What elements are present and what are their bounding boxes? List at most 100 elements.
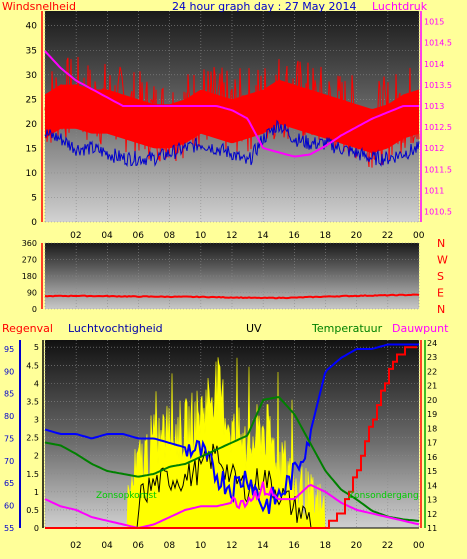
temp-y-tick: 17 (427, 439, 437, 448)
pressure-label: Luchtdruk (372, 0, 428, 13)
x-tick-label: 06 (133, 231, 145, 241)
uv-label: UV (246, 322, 262, 335)
x-tick-label: 12 (226, 231, 237, 241)
humidity-y-tick: 80 (4, 412, 14, 421)
x-tick-label: 20 (351, 231, 363, 241)
uv-y-tick: 1 (34, 488, 39, 497)
uv-y-tick: 0 (34, 524, 39, 533)
wind-y-tick: 0 (31, 218, 37, 228)
compass-label: W (437, 254, 448, 267)
wind-y-tick: 20 (26, 120, 38, 130)
dewpoint-series (44, 481, 420, 529)
uv-y-tick: 1.5 (26, 470, 39, 479)
uv-y-tick: 3 (34, 416, 39, 425)
x-tick-label: 04 (101, 231, 113, 241)
wind-speed-band (45, 79, 419, 154)
temp-y-tick: 23 (427, 353, 437, 362)
x-tick-label: 22 (382, 231, 393, 241)
chart-title: 24 hour graph day : 27 May 2014 (172, 0, 357, 13)
x-tick-label: 14 (257, 541, 269, 551)
uv-y-tick: 0.5 (26, 506, 39, 515)
pressure-y-tick: 1011.5 (424, 165, 452, 174)
pressure-series (44, 50, 419, 158)
x-tick-label: 06 (133, 541, 145, 551)
temp-y-tick: 14 (427, 481, 437, 490)
sunset-annotation: Zonsondergang (348, 491, 419, 501)
x-tick-label: 10 (195, 231, 207, 241)
wind-y-tick: 5 (31, 193, 37, 203)
compass-label: N (437, 237, 445, 250)
direction-y-tick: 360 (22, 239, 37, 248)
x-tick-label: 14 (257, 231, 269, 241)
wind-direction-series (44, 293, 420, 300)
x-tick-label: 18 (320, 231, 332, 241)
pressure-y-tick: 1014 (424, 60, 444, 69)
bottom-series-layer (44, 343, 420, 529)
direction-y-tick: 0 (32, 305, 37, 314)
uv-y-tick: 5 (34, 343, 39, 352)
temp-y-tick: 20 (427, 396, 437, 405)
temp-y-tick: 15 (427, 467, 437, 476)
x-tick-label: 16 (288, 231, 300, 241)
x-tick-label: 00 (413, 231, 425, 241)
x-tick-label: 12 (226, 541, 237, 551)
direction-y-tick: 270 (22, 256, 37, 265)
temp-y-tick: 19 (427, 410, 437, 419)
humidity-label: Luchtvochtigheid (68, 322, 163, 335)
x-tick-label: 18 (320, 541, 332, 551)
humidity-y-tick: 55 (4, 524, 14, 533)
x-tick-label: 10 (195, 541, 207, 551)
rain-series (45, 346, 417, 529)
uv-y-tick: 4 (34, 379, 39, 388)
temp-y-tick: 13 (427, 496, 437, 505)
pressure-y-tick: 1014.5 (424, 39, 452, 48)
temp-y-tick: 21 (427, 382, 437, 391)
pressure-y-tick: 1010.5 (424, 207, 452, 216)
x-tick-label: 02 (70, 541, 81, 551)
humidity-y-tick: 75 (4, 434, 14, 443)
pressure-y-tick: 1015 (424, 18, 444, 27)
uv-y-tick: 2 (34, 452, 39, 461)
temp-y-tick: 11 (427, 524, 437, 533)
compass-label: E (437, 287, 444, 300)
humidity-y-tick: 60 (4, 502, 14, 511)
wind-y-tick: 30 (26, 71, 38, 81)
temp-y-tick: 18 (427, 424, 437, 433)
rain-label: Regenval (2, 322, 53, 335)
temp-y-tick: 22 (427, 367, 437, 376)
humidity-y-tick: 70 (4, 457, 14, 466)
pressure-y-tick: 1012.5 (424, 123, 452, 132)
x-tick-label: 04 (101, 541, 113, 551)
x-tick-label: 08 (164, 231, 176, 241)
uv-y-tick: 3.5 (26, 397, 39, 406)
direction-y-tick: 90 (27, 289, 37, 298)
wind-y-tick: 35 (26, 46, 37, 56)
x-tick-label: 00 (413, 541, 425, 551)
direction-series-layer (44, 293, 420, 300)
wind-y-tick: 40 (26, 22, 38, 32)
x-tick-label: 16 (288, 541, 300, 551)
dewpoint-label: Dauwpunt (392, 322, 449, 335)
temp-y-tick: 24 (427, 339, 437, 348)
uv-y-tick: 4.5 (26, 361, 39, 370)
x-tick-label: 02 (70, 231, 81, 241)
temp-y-tick: 16 (427, 453, 437, 462)
sunrise-annotation: Zonsopkomst (96, 491, 157, 501)
pressure-y-tick: 1013.5 (424, 81, 452, 90)
wind-gust-series (44, 119, 420, 168)
wind-speed-label: Windsnelheid (2, 0, 76, 13)
wind-y-tick: 15 (26, 144, 37, 154)
x-tick-label: 22 (382, 541, 393, 551)
temperature-label: Temperatuur (311, 322, 383, 335)
wind-y-tick: 25 (26, 95, 37, 105)
pressure-y-tick: 1012 (424, 144, 444, 153)
wind-y-tick: 10 (26, 169, 38, 179)
wind-series-layer (44, 50, 420, 168)
temp-y-tick: 12 (427, 510, 437, 519)
humidity-y-tick: 65 (4, 479, 14, 488)
pressure-y-tick: 1013 (424, 102, 444, 111)
x-tick-label: 08 (164, 541, 176, 551)
compass-label: N (437, 303, 445, 316)
